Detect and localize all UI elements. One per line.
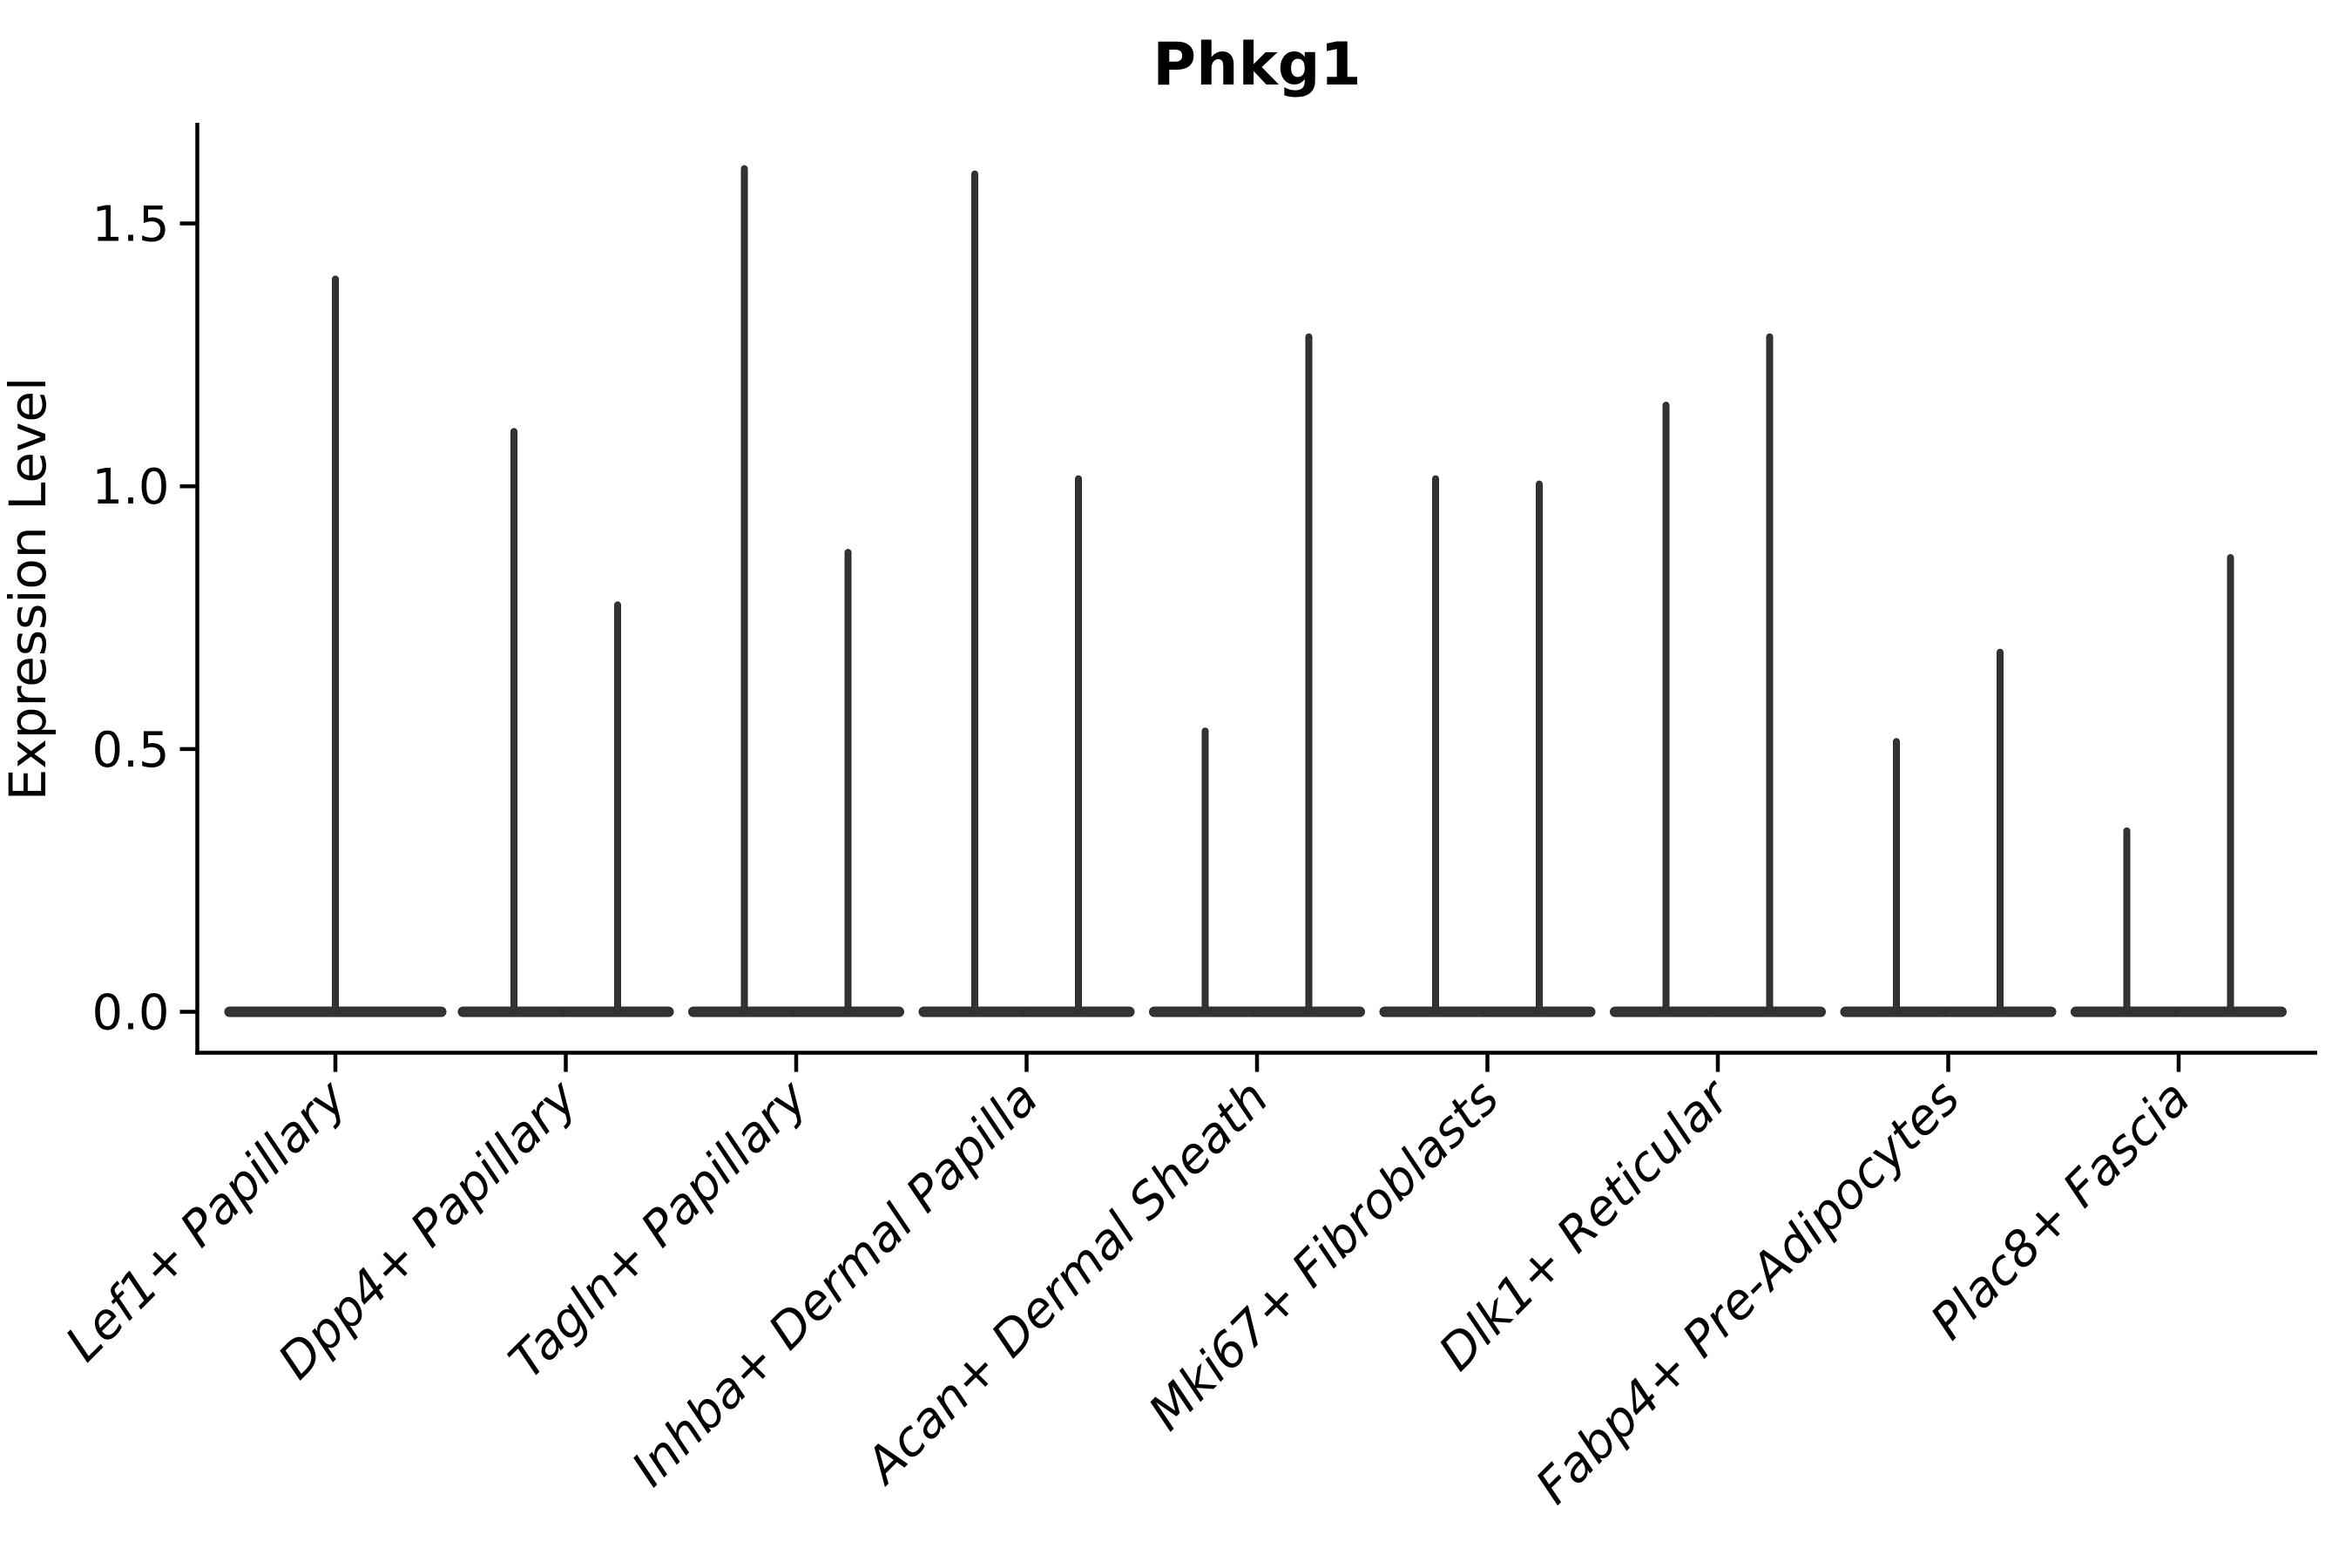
violin-spike [510,428,517,1015]
y-tick-label: 0.5 [91,722,169,779]
violin-spike [2123,827,2131,1014]
violin-spike [1766,333,1774,1015]
violin-spike [1893,738,1900,1014]
violin-spike [740,165,748,1014]
violin-spike [2227,554,2234,1014]
violin-spike [1305,333,1313,1015]
chart-title: Phkg1 [1152,30,1361,99]
y-tick-label: 1.5 [91,197,169,253]
violin-spike [332,275,339,1014]
y-tick-label: 0.0 [91,985,169,1042]
y-tick-label: 1.0 [91,459,169,516]
violin-spike [1536,480,1543,1014]
y-axis-label: Expression Level [0,377,57,801]
violin-spike [1432,475,1439,1014]
violin-spike [844,549,852,1014]
violin-spike [614,601,621,1015]
violin-spike [1997,648,2004,1015]
violin-spike [1201,727,1209,1015]
violin-spike [971,170,978,1015]
violin-spike [1662,402,1670,1014]
violin-spike [1075,475,1082,1014]
